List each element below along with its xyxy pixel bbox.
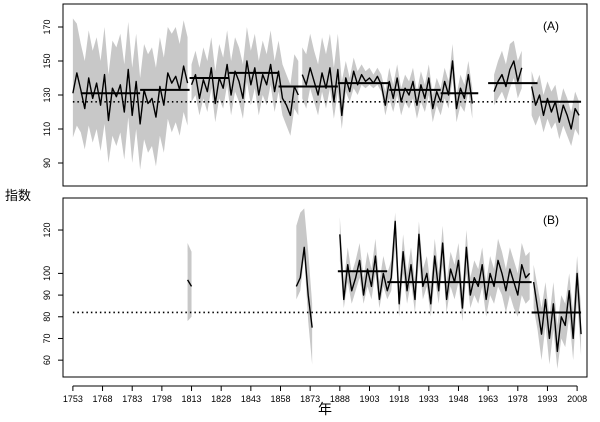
x-tick-label: 2008 <box>567 394 587 404</box>
y-tick-label: 90 <box>42 158 52 168</box>
x-tick-label: 1903 <box>359 394 379 404</box>
uncertainty-band <box>533 256 582 369</box>
x-tick-label: 1948 <box>448 394 468 404</box>
y-tick-label: 70 <box>42 333 52 343</box>
x-tick-label: 1918 <box>389 394 409 404</box>
index-series-line <box>295 246 313 328</box>
uncertainty-band <box>296 208 313 365</box>
uncertainty-band <box>339 212 530 322</box>
panel-label: (B) <box>543 213 559 227</box>
index-series-line <box>190 60 299 117</box>
x-axis: 1753 1768 1783 1798 1813 1828 1843 1858 1873 1888… <box>63 385 587 404</box>
x-tick-label: 1783 <box>122 394 142 404</box>
y-tick-label: 120 <box>42 223 52 238</box>
y-tick-label: 170 <box>42 19 52 34</box>
x-tick-label: 1933 <box>419 394 439 404</box>
x-tick-label: 1843 <box>241 394 261 404</box>
y-tick-label: 130 <box>42 87 52 102</box>
x-tick-label: 1873 <box>300 394 320 404</box>
x-tick-label: 1963 <box>478 394 498 404</box>
uncertainty-band <box>302 33 473 129</box>
x-tick-label: 1753 <box>63 394 83 404</box>
panel-label: (A) <box>543 19 559 33</box>
y-tick-label: 60 <box>42 355 52 365</box>
uncertainty-band <box>531 71 580 146</box>
x-axis-label: 年 <box>318 401 332 417</box>
y-axis-label: 指数 <box>5 188 31 203</box>
x-tick-label: 1813 <box>182 394 202 404</box>
y-tick-label: 90 <box>42 290 52 300</box>
x-tick-label: 1768 <box>93 394 113 404</box>
x-tick-label: 1978 <box>508 394 528 404</box>
uncertainty-band <box>494 40 522 106</box>
index-series-line <box>186 279 193 287</box>
y-tick-label: 150 <box>42 53 52 68</box>
index-series-line <box>301 60 474 117</box>
y-tick-label: 110 <box>42 122 52 136</box>
index-series-line <box>532 272 582 353</box>
panel-b: 60 70 80 90 100 120 (B) <box>42 197 588 378</box>
panel-a: 90 110 130 150 170 (A) <box>42 3 588 187</box>
x-tick-label: 1888 <box>330 394 350 404</box>
index-series-line <box>493 60 523 92</box>
y-tick-label: 100 <box>42 266 52 281</box>
x-tick-label: 1798 <box>152 394 172 404</box>
index-series-line <box>339 220 531 309</box>
x-tick-label: 1858 <box>270 394 290 404</box>
y-tick-label: 80 <box>42 312 52 322</box>
panel-frame <box>62 197 588 378</box>
x-tick-label: 1993 <box>537 394 557 404</box>
x-tick-label: 1828 <box>211 394 231 404</box>
